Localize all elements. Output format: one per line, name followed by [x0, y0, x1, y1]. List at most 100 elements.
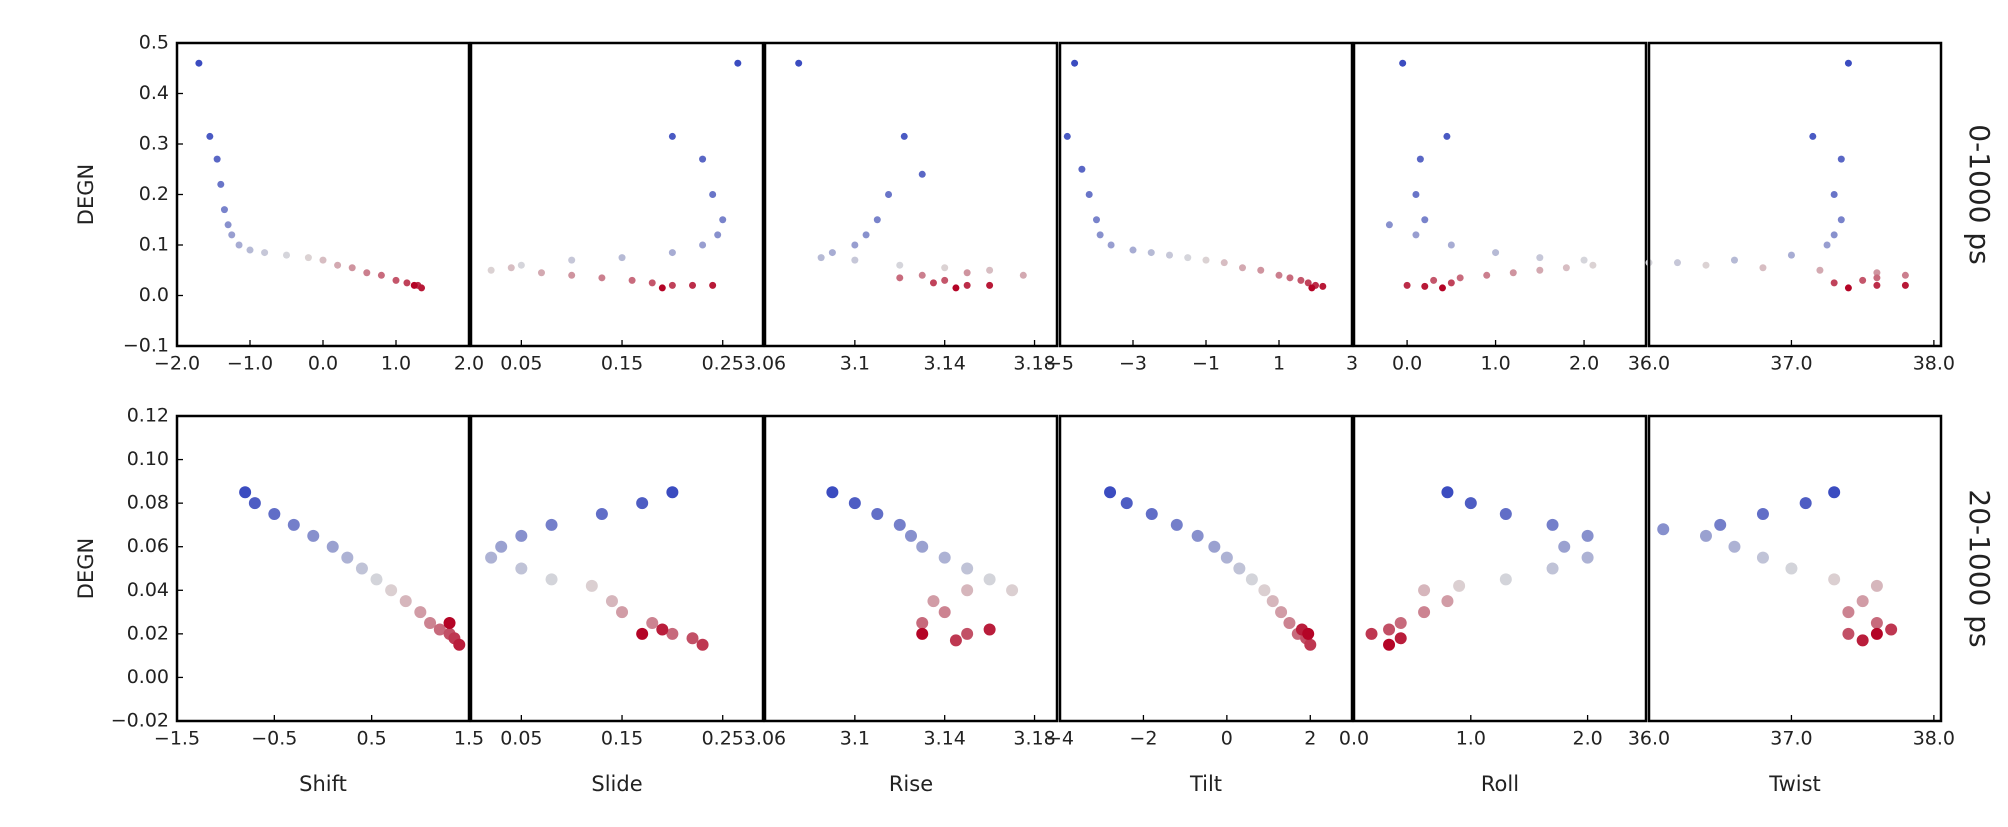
- axes-frame: [763, 41, 1059, 348]
- data-point: [195, 59, 203, 67]
- y-tick-label: 0.02: [127, 622, 169, 644]
- x-axis-label: Roll: [1481, 772, 1519, 796]
- data-point: [595, 508, 608, 521]
- data-point: [1546, 518, 1559, 531]
- y-tick-label: 0.1: [139, 234, 169, 256]
- data-point: [734, 59, 742, 67]
- data-point: [1438, 284, 1446, 292]
- x-tick-label: 3.18: [1013, 728, 1055, 750]
- data-point: [268, 508, 281, 521]
- data-point: [1823, 241, 1831, 249]
- data-point: [403, 279, 411, 287]
- x-tick-label: 37.0: [1770, 353, 1812, 375]
- data-point: [1702, 261, 1710, 269]
- data-point: [1901, 271, 1909, 279]
- data-point: [893, 518, 906, 531]
- data-point: [616, 606, 629, 619]
- x-tick-label: 3: [1346, 353, 1358, 375]
- data-point: [1756, 551, 1769, 564]
- axes-frame: [175, 41, 471, 348]
- data-point: [689, 281, 697, 289]
- row-label: 0-1000 ps: [1963, 124, 1996, 264]
- data-point: [941, 276, 949, 284]
- data-point: [983, 623, 996, 636]
- data-point: [246, 246, 254, 254]
- data-point: [1728, 540, 1741, 553]
- data-point: [1816, 266, 1824, 274]
- data-point: [1657, 523, 1670, 536]
- data-point: [545, 573, 558, 586]
- y-tick-label: 0.04: [127, 579, 169, 601]
- data-point: [334, 261, 342, 269]
- y-tick-label: 0.06: [127, 535, 169, 557]
- data-point: [1799, 497, 1812, 510]
- x-tick-label: 2.0: [454, 353, 484, 375]
- data-point: [1145, 508, 1158, 521]
- x-axis-label: Twist: [1768, 772, 1821, 796]
- x-axis-label: Tilt: [1189, 772, 1222, 796]
- data-point: [961, 584, 974, 597]
- data-point: [1430, 276, 1438, 284]
- x-tick-label: 0.0: [1339, 728, 1369, 750]
- x-tick-label: 1.5: [454, 728, 484, 750]
- data-point: [1499, 573, 1512, 586]
- data-point: [929, 279, 937, 287]
- data-point: [1107, 241, 1115, 249]
- data-point: [1297, 276, 1305, 284]
- data-point: [1509, 269, 1517, 277]
- data-point: [871, 508, 884, 521]
- data-point: [961, 627, 974, 640]
- y-tick-label: 0.00: [127, 666, 169, 688]
- x-tick-label: 0.15: [601, 353, 643, 375]
- data-point: [1759, 264, 1767, 272]
- x-axis-label: Slide: [591, 772, 642, 796]
- data-point: [1365, 627, 1378, 640]
- data-point: [1220, 551, 1233, 564]
- data-point: [414, 606, 427, 619]
- axes-frame: [1058, 41, 1354, 348]
- data-point: [1453, 579, 1466, 592]
- data-point: [1492, 249, 1500, 257]
- data-point: [206, 132, 214, 140]
- data-point: [1673, 259, 1681, 267]
- data-point: [983, 573, 996, 586]
- x-tick-label: 3.14: [924, 728, 966, 750]
- data-point: [307, 529, 320, 542]
- data-point: [1447, 241, 1455, 249]
- data-point: [1441, 486, 1454, 499]
- data-point: [598, 274, 606, 282]
- data-point: [1421, 282, 1429, 290]
- y-tick-label: 0.10: [127, 448, 169, 470]
- data-point: [949, 634, 962, 647]
- x-tick-label: 2: [1304, 728, 1316, 750]
- data-point: [900, 132, 908, 140]
- data-point: [1184, 254, 1192, 262]
- data-point: [1096, 231, 1104, 239]
- data-point: [1873, 274, 1881, 282]
- data-point: [1412, 191, 1420, 198]
- data-point: [916, 627, 929, 640]
- data-point: [1412, 231, 1420, 239]
- data-point: [1006, 584, 1019, 597]
- y-tick-label: −0.1: [123, 335, 169, 357]
- data-point: [1699, 529, 1712, 542]
- data-point: [709, 191, 717, 198]
- x-tick-label: −5: [1046, 353, 1074, 375]
- data-point: [986, 266, 994, 274]
- row-label: 20-1000 ps: [1963, 489, 1996, 647]
- x-tick-label: 37.0: [1770, 728, 1812, 750]
- data-point: [537, 269, 545, 277]
- data-point: [1104, 486, 1117, 499]
- data-point: [941, 264, 949, 272]
- data-point: [213, 155, 221, 163]
- data-point: [1208, 540, 1221, 553]
- data-point: [848, 497, 861, 510]
- data-point: [719, 216, 727, 224]
- data-point: [1394, 632, 1407, 645]
- data-point: [1456, 274, 1464, 282]
- x-tick-label: 36.0: [1628, 353, 1670, 375]
- x-tick-label: 38.0: [1913, 728, 1955, 750]
- data-point: [1885, 623, 1898, 636]
- data-point: [424, 616, 437, 629]
- data-point: [377, 271, 385, 279]
